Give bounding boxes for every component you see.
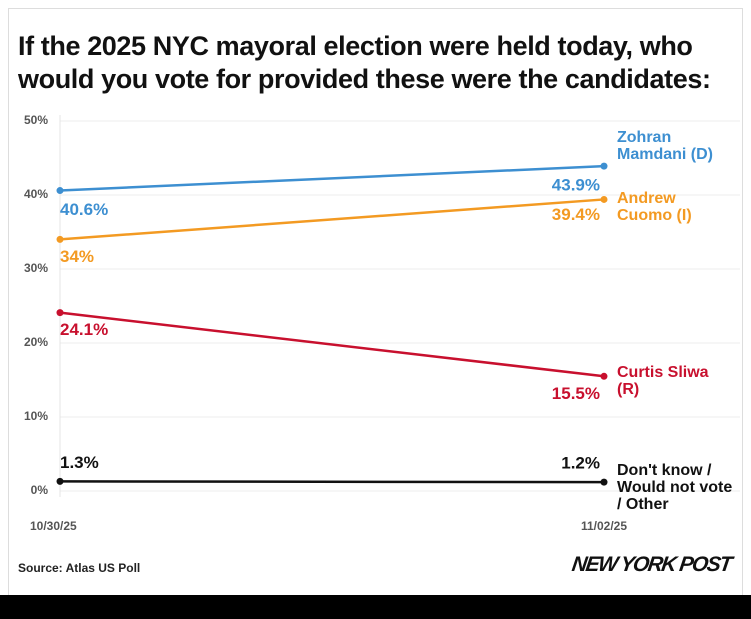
series-label: Zohran Mamdani (D) bbox=[617, 129, 713, 163]
series-label: Andrew Cuomo (I) bbox=[617, 190, 692, 224]
source: Source: Atlas US Poll bbox=[18, 561, 141, 575]
chart-title: If the 2025 NYC mayoral election were he… bbox=[18, 31, 711, 94]
value-label: 43.9% bbox=[552, 176, 600, 195]
value-label: 1.3% bbox=[60, 453, 99, 472]
series-line bbox=[59, 311, 605, 378]
series-label: Curtis Sliwa (R) bbox=[617, 364, 709, 398]
card bbox=[8, 8, 743, 596]
value-label: 15.5% bbox=[552, 384, 600, 403]
y-tick-label: 0% bbox=[31, 483, 49, 497]
x-tick-label: 11/02/25 bbox=[581, 519, 627, 533]
point bbox=[56, 235, 64, 243]
point bbox=[600, 195, 608, 203]
point bbox=[600, 162, 608, 170]
y-tick-label: 30% bbox=[24, 261, 48, 275]
point bbox=[56, 477, 64, 485]
y-tick-label: 50% bbox=[24, 113, 48, 127]
value-label: 34% bbox=[60, 247, 94, 266]
value-label: 40.6% bbox=[60, 200, 108, 219]
point bbox=[56, 187, 64, 195]
x-tick-label: 10/30/25 bbox=[30, 519, 77, 533]
y-tick-label: 10% bbox=[24, 409, 48, 423]
value-label: 39.4% bbox=[552, 205, 600, 224]
series-label: Don't know / Would not vote / Other bbox=[617, 462, 733, 513]
point bbox=[600, 478, 608, 486]
point bbox=[600, 372, 608, 380]
value-label: 1.2% bbox=[561, 454, 600, 473]
logo: NEW YORK POST bbox=[570, 553, 733, 576]
value-label: 24.1% bbox=[60, 320, 108, 339]
point bbox=[56, 309, 64, 317]
series-line bbox=[59, 480, 605, 484]
y-tick-label: 20% bbox=[24, 335, 48, 349]
footer-bar bbox=[0, 595, 751, 619]
series-line bbox=[59, 198, 605, 241]
y-tick-label: 40% bbox=[24, 187, 48, 201]
series-line bbox=[59, 164, 605, 192]
